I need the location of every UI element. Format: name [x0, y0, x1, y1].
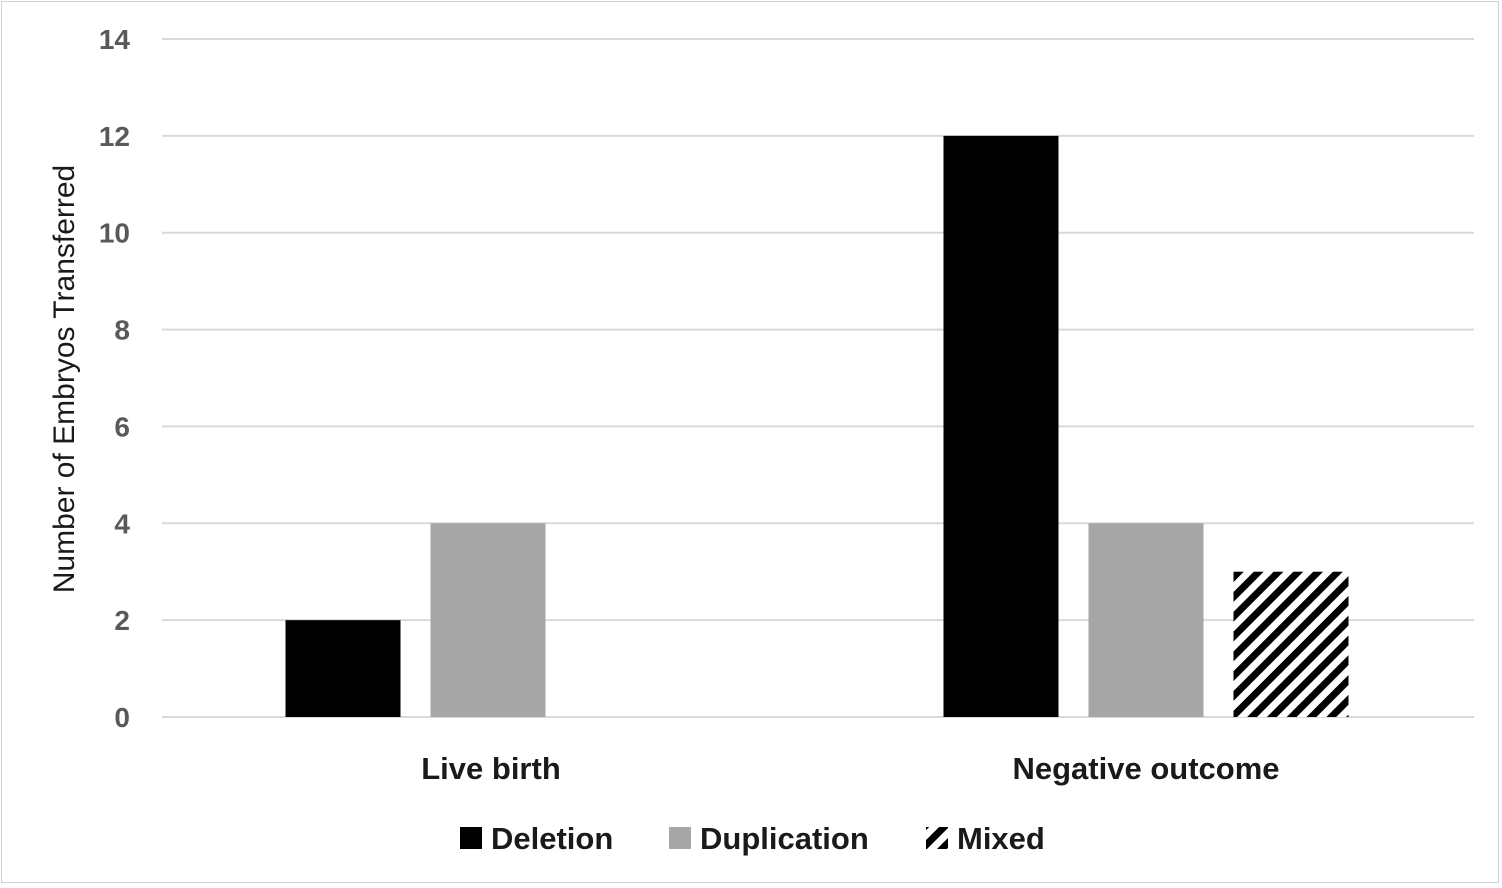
legend-label-duplication: Duplication	[700, 821, 869, 856]
x-category-label: Negative outcome	[1012, 751, 1279, 786]
bar-deletion-negative-outcome	[943, 135, 1059, 717]
y-axis-title: Number of Embryos Transferred	[48, 165, 81, 593]
y-tick-label: 12	[99, 121, 130, 152]
legend: Deletion Duplication Mixed	[460, 821, 1045, 856]
y-tick-label: 4	[114, 508, 130, 539]
x-category-label: Live birth	[421, 751, 561, 786]
y-tick-label: 10	[99, 218, 130, 249]
legend-swatch-duplication	[669, 827, 691, 849]
x-axis-categories: Live birth Negative outcome	[421, 751, 1279, 786]
legend-label-deletion: Deletion	[491, 821, 613, 856]
bars	[285, 135, 1349, 717]
bar-deletion-live-birth	[285, 620, 401, 717]
y-tick-label: 6	[114, 411, 130, 442]
bar-duplication-negative-outcome	[1088, 523, 1204, 717]
y-axis-ticks: 0 2 4 6 8 10 12 14	[99, 24, 131, 733]
bar-mixed-negative-outcome	[1233, 571, 1349, 717]
y-tick-label: 8	[114, 315, 130, 346]
y-tick-label: 2	[114, 605, 130, 636]
legend-swatch-mixed	[926, 827, 948, 849]
y-tick-label: 0	[114, 702, 130, 733]
legend-label-mixed: Mixed	[957, 821, 1045, 856]
legend-swatch-deletion	[460, 827, 482, 849]
bar-duplication-live-birth	[430, 523, 546, 717]
y-tick-label: 14	[99, 24, 131, 55]
